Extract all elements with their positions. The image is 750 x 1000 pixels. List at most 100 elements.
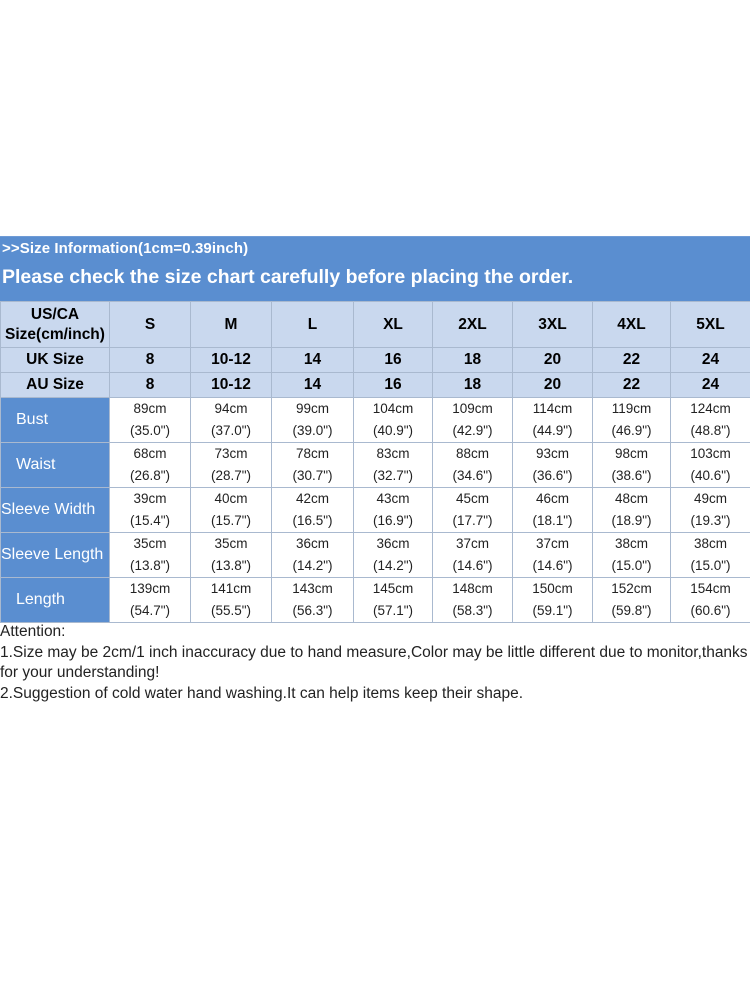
uk-size-row: UK Size 8 10-12 14 16 18 20 22 24 — [0, 347, 750, 373]
value-cm: 114cm — [532, 401, 573, 416]
value-cm: 37cm — [455, 536, 489, 551]
measurement-value-cell: 114cm (44.9") — [512, 397, 593, 443]
size-info-title: >>Size Information(1cm=0.39inch) — [2, 240, 249, 257]
value-cm: 139cm — [129, 581, 171, 596]
us-size-label-line1: US/CA — [30, 305, 80, 323]
uk-size-cell: 14 — [271, 347, 354, 373]
value-cm: 49cm — [693, 491, 727, 506]
measurement-value-cell: 39cm (15.4") — [109, 487, 191, 533]
measurement-value-cell: 145cm (57.1") — [353, 577, 433, 623]
value-inch: (14.2") — [372, 558, 414, 573]
value-cm: 73cm — [214, 446, 248, 461]
value-inch: (15.0") — [611, 558, 652, 573]
measurement-value-cell: 93cm (36.6") — [512, 442, 593, 488]
measurement-value-cell: 38cm (15.0") — [670, 532, 750, 578]
measurement-label-text: Length — [16, 591, 65, 608]
measurement-value-cell: 73cm (28.7") — [190, 442, 272, 488]
measurement-value-cell: 141cm (55.5") — [190, 577, 272, 623]
value-inch: (16.9") — [372, 513, 414, 528]
value-inch: (42.9") — [452, 423, 493, 438]
measurement-value-cell: 109cm (42.9") — [432, 397, 513, 443]
value-inch: (37.0") — [210, 423, 252, 438]
value-inch: (60.6") — [690, 603, 731, 618]
measurement-label: Sleeve Length — [0, 532, 110, 578]
value-inch: (13.8") — [210, 558, 252, 573]
uk-size-cell: 16 — [353, 347, 433, 373]
value-cm: 36cm — [376, 536, 410, 551]
us-size-label: US/CA Size(cm/inch) — [0, 301, 110, 348]
au-size-cell: 22 — [592, 372, 671, 398]
value-cm: 38cm — [614, 536, 648, 551]
value-inch: (57.1") — [372, 603, 414, 618]
measurement-value-cell: 36cm (14.2") — [353, 532, 433, 578]
measurement-value-cell: 103cm (40.6") — [670, 442, 750, 488]
au-size-cell: 16 — [353, 372, 433, 398]
value-cm: 37cm — [535, 536, 569, 551]
value-cm: 83cm — [376, 446, 410, 461]
au-size-label: AU Size — [0, 372, 110, 398]
size-chart: >>Size Information(1cm=0.39inch) Please … — [0, 236, 750, 702]
value-inch: (48.8") — [690, 423, 731, 438]
uk-size-cell: 10-12 — [190, 347, 272, 373]
value-inch: (28.7") — [210, 468, 252, 483]
measurement-value-cell: 35cm (13.8") — [109, 532, 191, 578]
uk-size-label: UK Size — [0, 347, 110, 373]
measurement-value-cell: 78cm (30.7") — [271, 442, 354, 488]
value-cm: 42cm — [295, 491, 329, 506]
us-size-row: US/CA Size(cm/inch) S M L XL 2XL 3XL 4XL 5XL — [0, 301, 750, 348]
measurement-row: Sleeve Length 35cm (13.8") 35cm (13.8") 36cm (… — [0, 532, 750, 578]
measurement-value-cell: 154cm (60.6") — [670, 577, 750, 623]
value-inch: (40.9") — [372, 423, 414, 438]
uk-size-cell: 20 — [512, 347, 593, 373]
value-cm: 103cm — [690, 446, 731, 461]
value-inch: (15.0") — [690, 558, 731, 573]
size-table: US/CA Size(cm/inch) S M L XL 2XL 3XL 4XL 5XL UK Si… — [0, 301, 750, 623]
us-size-label-line2: Size(cm/inch) — [5, 325, 105, 343]
value-cm: 36cm — [295, 536, 329, 551]
value-inch: (19.3") — [690, 513, 731, 528]
measurement-value-cell: 38cm (15.0") — [592, 532, 671, 578]
measurement-value-cell: 152cm (59.8") — [592, 577, 671, 623]
measurement-label: Waist — [0, 442, 110, 488]
value-cm: 148cm — [452, 581, 493, 596]
value-inch: (26.8") — [129, 468, 171, 483]
measurement-value-cell: 94cm (37.0") — [190, 397, 272, 443]
measurement-label: Length — [0, 577, 110, 623]
measurement-value-cell: 68cm (26.8") — [109, 442, 191, 488]
measurement-value-cell: 37cm (14.6") — [512, 532, 593, 578]
value-cm: 109cm — [452, 401, 493, 416]
measurement-row: Length 139cm (54.7") 141cm (55.5") 143cm (56.3… — [0, 577, 750, 623]
au-size-cell: 20 — [512, 372, 593, 398]
measurement-value-cell: 45cm (17.7") — [432, 487, 513, 533]
value-cm: 40cm — [214, 491, 248, 506]
value-cm: 152cm — [611, 581, 652, 596]
value-inch: (59.8") — [611, 603, 652, 618]
uk-size-cell: 22 — [592, 347, 671, 373]
value-inch: (44.9") — [532, 423, 573, 438]
measurement-value-cell: 42cm (16.5") — [271, 487, 354, 533]
value-inch: (55.5") — [210, 603, 252, 618]
measurement-label-text: Sleeve Length — [1, 546, 104, 563]
attention-line-1: 1.Size may be 2cm/1 inch inaccuracy due … — [0, 643, 748, 682]
value-cm: 38cm — [693, 536, 727, 551]
value-cm: 98cm — [614, 446, 648, 461]
value-inch: (14.6") — [452, 558, 493, 573]
value-cm: 45cm — [455, 491, 489, 506]
au-size-cell: 24 — [670, 372, 750, 398]
uk-size-cell: 8 — [109, 347, 191, 373]
attention-title: Attention: — [0, 623, 66, 640]
value-cm: 68cm — [133, 446, 167, 461]
measurement-value-cell: 48cm (18.9") — [592, 487, 671, 533]
au-size-cell: 10-12 — [190, 372, 272, 398]
value-inch: (13.8") — [129, 558, 171, 573]
value-cm: 119cm — [611, 401, 652, 416]
measurement-value-cell: 43cm (16.9") — [353, 487, 433, 533]
value-cm: 99cm — [295, 401, 329, 416]
au-size-cell: 18 — [432, 372, 513, 398]
value-inch: (40.6") — [690, 468, 731, 483]
value-cm: 124cm — [690, 401, 731, 416]
measurement-value-cell: 119cm (46.9") — [592, 397, 671, 443]
value-inch: (34.6") — [452, 468, 493, 483]
value-inch: (38.6") — [611, 468, 652, 483]
size-header-cell: M — [190, 301, 272, 348]
